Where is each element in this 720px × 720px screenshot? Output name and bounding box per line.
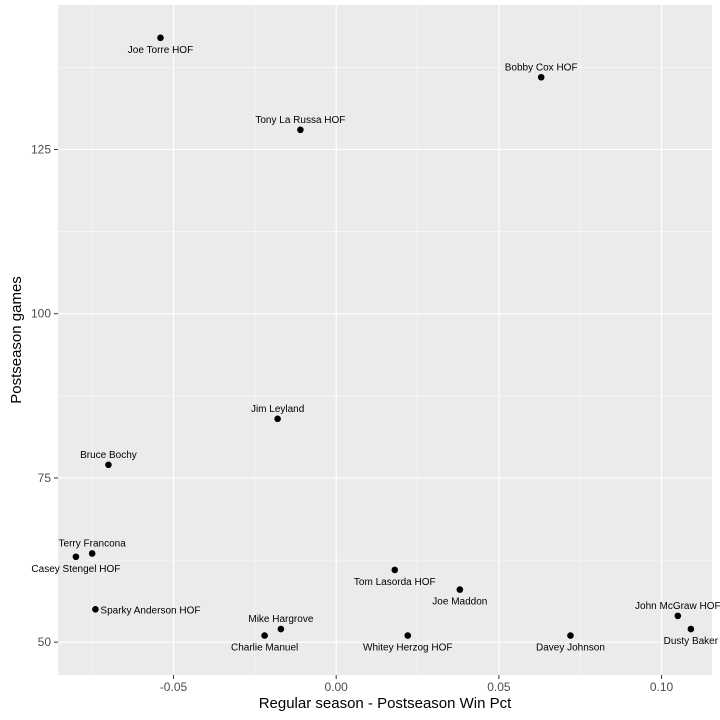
data-point bbox=[157, 34, 164, 42]
point-label: Sparky Anderson HOF bbox=[100, 605, 200, 616]
panel-background bbox=[58, 5, 712, 675]
x-tick-label: -0.05 bbox=[160, 680, 188, 694]
data-point bbox=[297, 126, 304, 134]
point-label: Tony La Russa HOF bbox=[255, 115, 345, 126]
point-label: Casey Stengel HOF bbox=[31, 564, 120, 575]
data-point bbox=[537, 73, 545, 81]
point-label: Charlie Manuel bbox=[231, 643, 298, 654]
grid-lines bbox=[58, 5, 712, 675]
point-labels: Joe Torre HOF Bobby Cox HOF Tony La Russa … bbox=[31, 45, 720, 654]
y-tick-label: 50 bbox=[38, 635, 52, 649]
y-tick-label: 100 bbox=[31, 307, 51, 321]
data-point bbox=[92, 606, 99, 613]
data-points bbox=[72, 34, 695, 639]
point-label: Whitey Herzog HOF bbox=[363, 643, 452, 654]
x-tick-label: 0.05 bbox=[487, 680, 511, 694]
point-label: Joe Torre HOF bbox=[128, 45, 193, 56]
point-label: Bobby Cox HOF bbox=[505, 62, 578, 73]
data-point bbox=[88, 550, 96, 557]
y-axis-title: Postseason games bbox=[8, 276, 25, 404]
point-label: Bruce Bochy bbox=[80, 450, 137, 461]
point-label: Davey Johnson bbox=[536, 643, 605, 654]
point-label: Jim Leyland bbox=[251, 404, 304, 415]
point-label: Joe Maddon bbox=[432, 597, 487, 608]
data-point bbox=[261, 632, 268, 639]
axes: -0.05 0.00 0.05 0.10 50 75 100 125 bbox=[31, 143, 674, 694]
point-label: Mike Hargrove bbox=[248, 614, 313, 625]
data-point bbox=[404, 632, 412, 639]
data-point bbox=[72, 553, 80, 561]
x-axis-title: Regular season - Postseason Win Pct bbox=[259, 695, 512, 712]
y-tick-label: 75 bbox=[38, 471, 52, 485]
data-point bbox=[687, 625, 695, 633]
data-point bbox=[674, 612, 682, 620]
data-point bbox=[277, 625, 285, 633]
data-point bbox=[567, 632, 574, 639]
point-label: Terry Francona bbox=[59, 538, 127, 549]
data-point bbox=[391, 566, 399, 574]
data-point bbox=[274, 415, 281, 423]
point-label: Tom Lasorda HOF bbox=[354, 577, 436, 588]
y-tick-label: 125 bbox=[31, 143, 51, 157]
point-label: Dusty Baker bbox=[664, 636, 719, 647]
point-label: John McGraw HOF bbox=[635, 601, 720, 612]
x-tick-label: 0.00 bbox=[325, 680, 349, 694]
x-tick-label: 0.10 bbox=[650, 680, 674, 694]
data-point bbox=[105, 461, 112, 469]
data-point bbox=[456, 586, 464, 593]
